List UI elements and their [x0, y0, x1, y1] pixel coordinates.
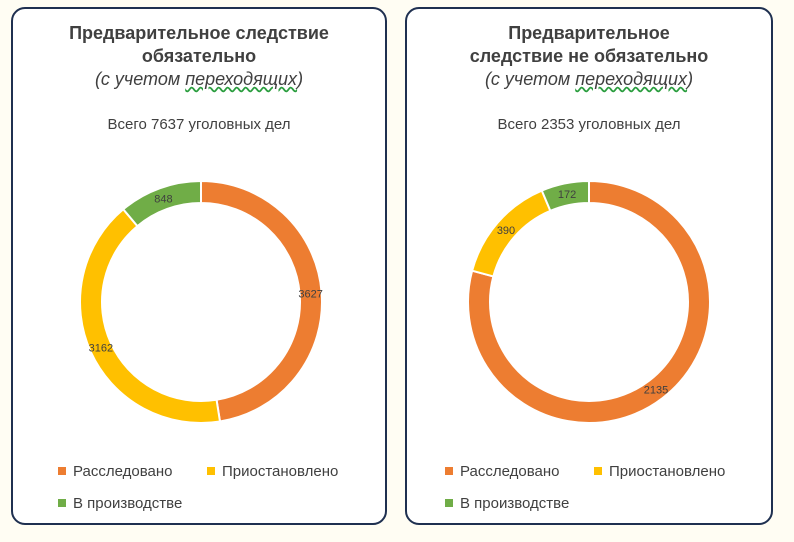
slice-suspended [79, 207, 222, 424]
subtitle-underlined: переходящих [185, 69, 298, 89]
total-label: Всего 2353 уголовных дел [497, 116, 681, 133]
legend-swatch-green [58, 499, 66, 507]
chart-title-line2: обязательно [141, 46, 257, 66]
legend-item-suspended: Приостановлено [594, 463, 725, 480]
chart-subtitle: (с учетом переходящих) [407, 68, 771, 90]
legend-item-in-progress: В производстве [445, 495, 569, 512]
subtitle-pre: (с учетом [484, 69, 576, 89]
legend-label: В производстве [460, 495, 570, 512]
subtitle-post: ) [687, 69, 694, 89]
slice-in-progress [121, 179, 202, 228]
legend-label: В производстве [73, 495, 183, 512]
legend-label: Расследовано [460, 463, 560, 480]
data-label: 390 [497, 225, 515, 237]
data-label: 172 [558, 189, 576, 201]
legend-label: Приостановлено [609, 463, 726, 480]
legend-label: Приостановлено [222, 463, 339, 480]
legend-swatch-orange [58, 467, 66, 475]
slice-in-progress [540, 179, 590, 213]
data-label: 848 [154, 194, 172, 206]
data-label: 2135 [644, 384, 668, 396]
chart-panel-right: Предварительное следствие не обязательно… [405, 7, 773, 525]
legend-item-suspended: Приостановлено [207, 463, 338, 480]
subtitle-underlined: переходящих [575, 69, 688, 89]
chart-title-line1: Предварительное [508, 23, 670, 43]
subtitle-post: ) [297, 69, 304, 89]
data-label: 3162 [89, 343, 113, 355]
chart-title-line2: следствие не обязательно [469, 46, 709, 66]
slice-investigated [467, 179, 711, 424]
subtitle-pre: (с учетом [94, 69, 186, 89]
legend-swatch-yellow [594, 467, 602, 475]
donut-chart: 2135 390 172 [467, 179, 711, 424]
legend-item-investigated: Расследовано [58, 463, 172, 480]
legend-item-investigated: Расследовано [445, 463, 559, 480]
chart-panel-left: Предварительное следствие обязательно (с… [11, 7, 387, 525]
chart-subtitle: (с учетом переходящих) [13, 68, 385, 90]
slice-investigated [200, 179, 323, 423]
legend-item-in-progress: В производстве [58, 495, 182, 512]
legend-swatch-orange [445, 467, 453, 475]
data-label: 3627 [298, 288, 322, 300]
legend-swatch-yellow [207, 467, 215, 475]
chart-title-line1: Предварительное следствие [69, 23, 329, 43]
donut-chart: 3627 3162 848 [79, 179, 323, 424]
legend-swatch-green [445, 499, 453, 507]
total-label: Всего 7637 уголовных дел [107, 116, 291, 133]
legend-label: Расследовано [73, 463, 173, 480]
